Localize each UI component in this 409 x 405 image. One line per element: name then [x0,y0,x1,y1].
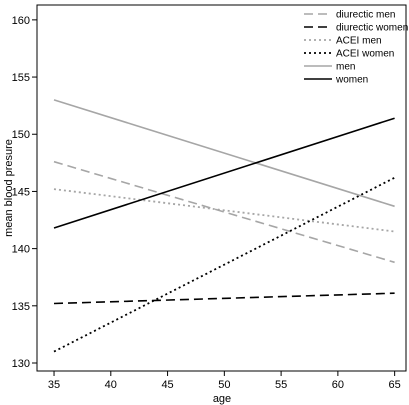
y-tick-label: 135 [12,301,30,313]
legend-label: men [336,62,355,73]
x-axis-label: age [213,393,231,405]
legend-label: diurectic men [336,10,395,21]
y-tick-label: 160 [12,15,30,27]
series-line [53,292,395,305]
series-line [53,188,395,233]
x-tick-label: 50 [218,379,230,391]
legend-label: diurectic women [336,23,408,34]
y-tick-label: 130 [12,358,30,370]
plot-frame [36,4,407,372]
y-tick-label: 140 [12,244,30,256]
y-tick-label: 155 [12,72,30,84]
series-line [53,99,395,208]
y-axis: 130 135 140 145 150 155 160 [12,15,37,370]
x-tick-label: 55 [275,379,287,391]
y-axis-label: mean blood presure [3,139,15,237]
series-line [53,117,395,229]
y-tick-label: 145 [12,186,30,198]
y-tick-label: 150 [12,129,30,141]
series-lines [53,99,396,353]
legend-label: women [335,75,368,86]
x-tick-label: 40 [105,379,117,391]
series-line [53,176,396,353]
x-tick-label: 65 [389,379,401,391]
legend: diurectic men diurectic women ACEI men ACEI… [304,10,408,86]
legend-label: ACEI men [336,36,382,47]
x-axis: 35 40 45 50 55 60 65 [48,371,401,391]
legend-label: ACEI women [336,49,394,60]
x-tick-label: 35 [48,379,60,391]
series-line [53,160,395,264]
x-tick-label: 60 [332,379,344,391]
x-tick-label: 45 [161,379,173,391]
